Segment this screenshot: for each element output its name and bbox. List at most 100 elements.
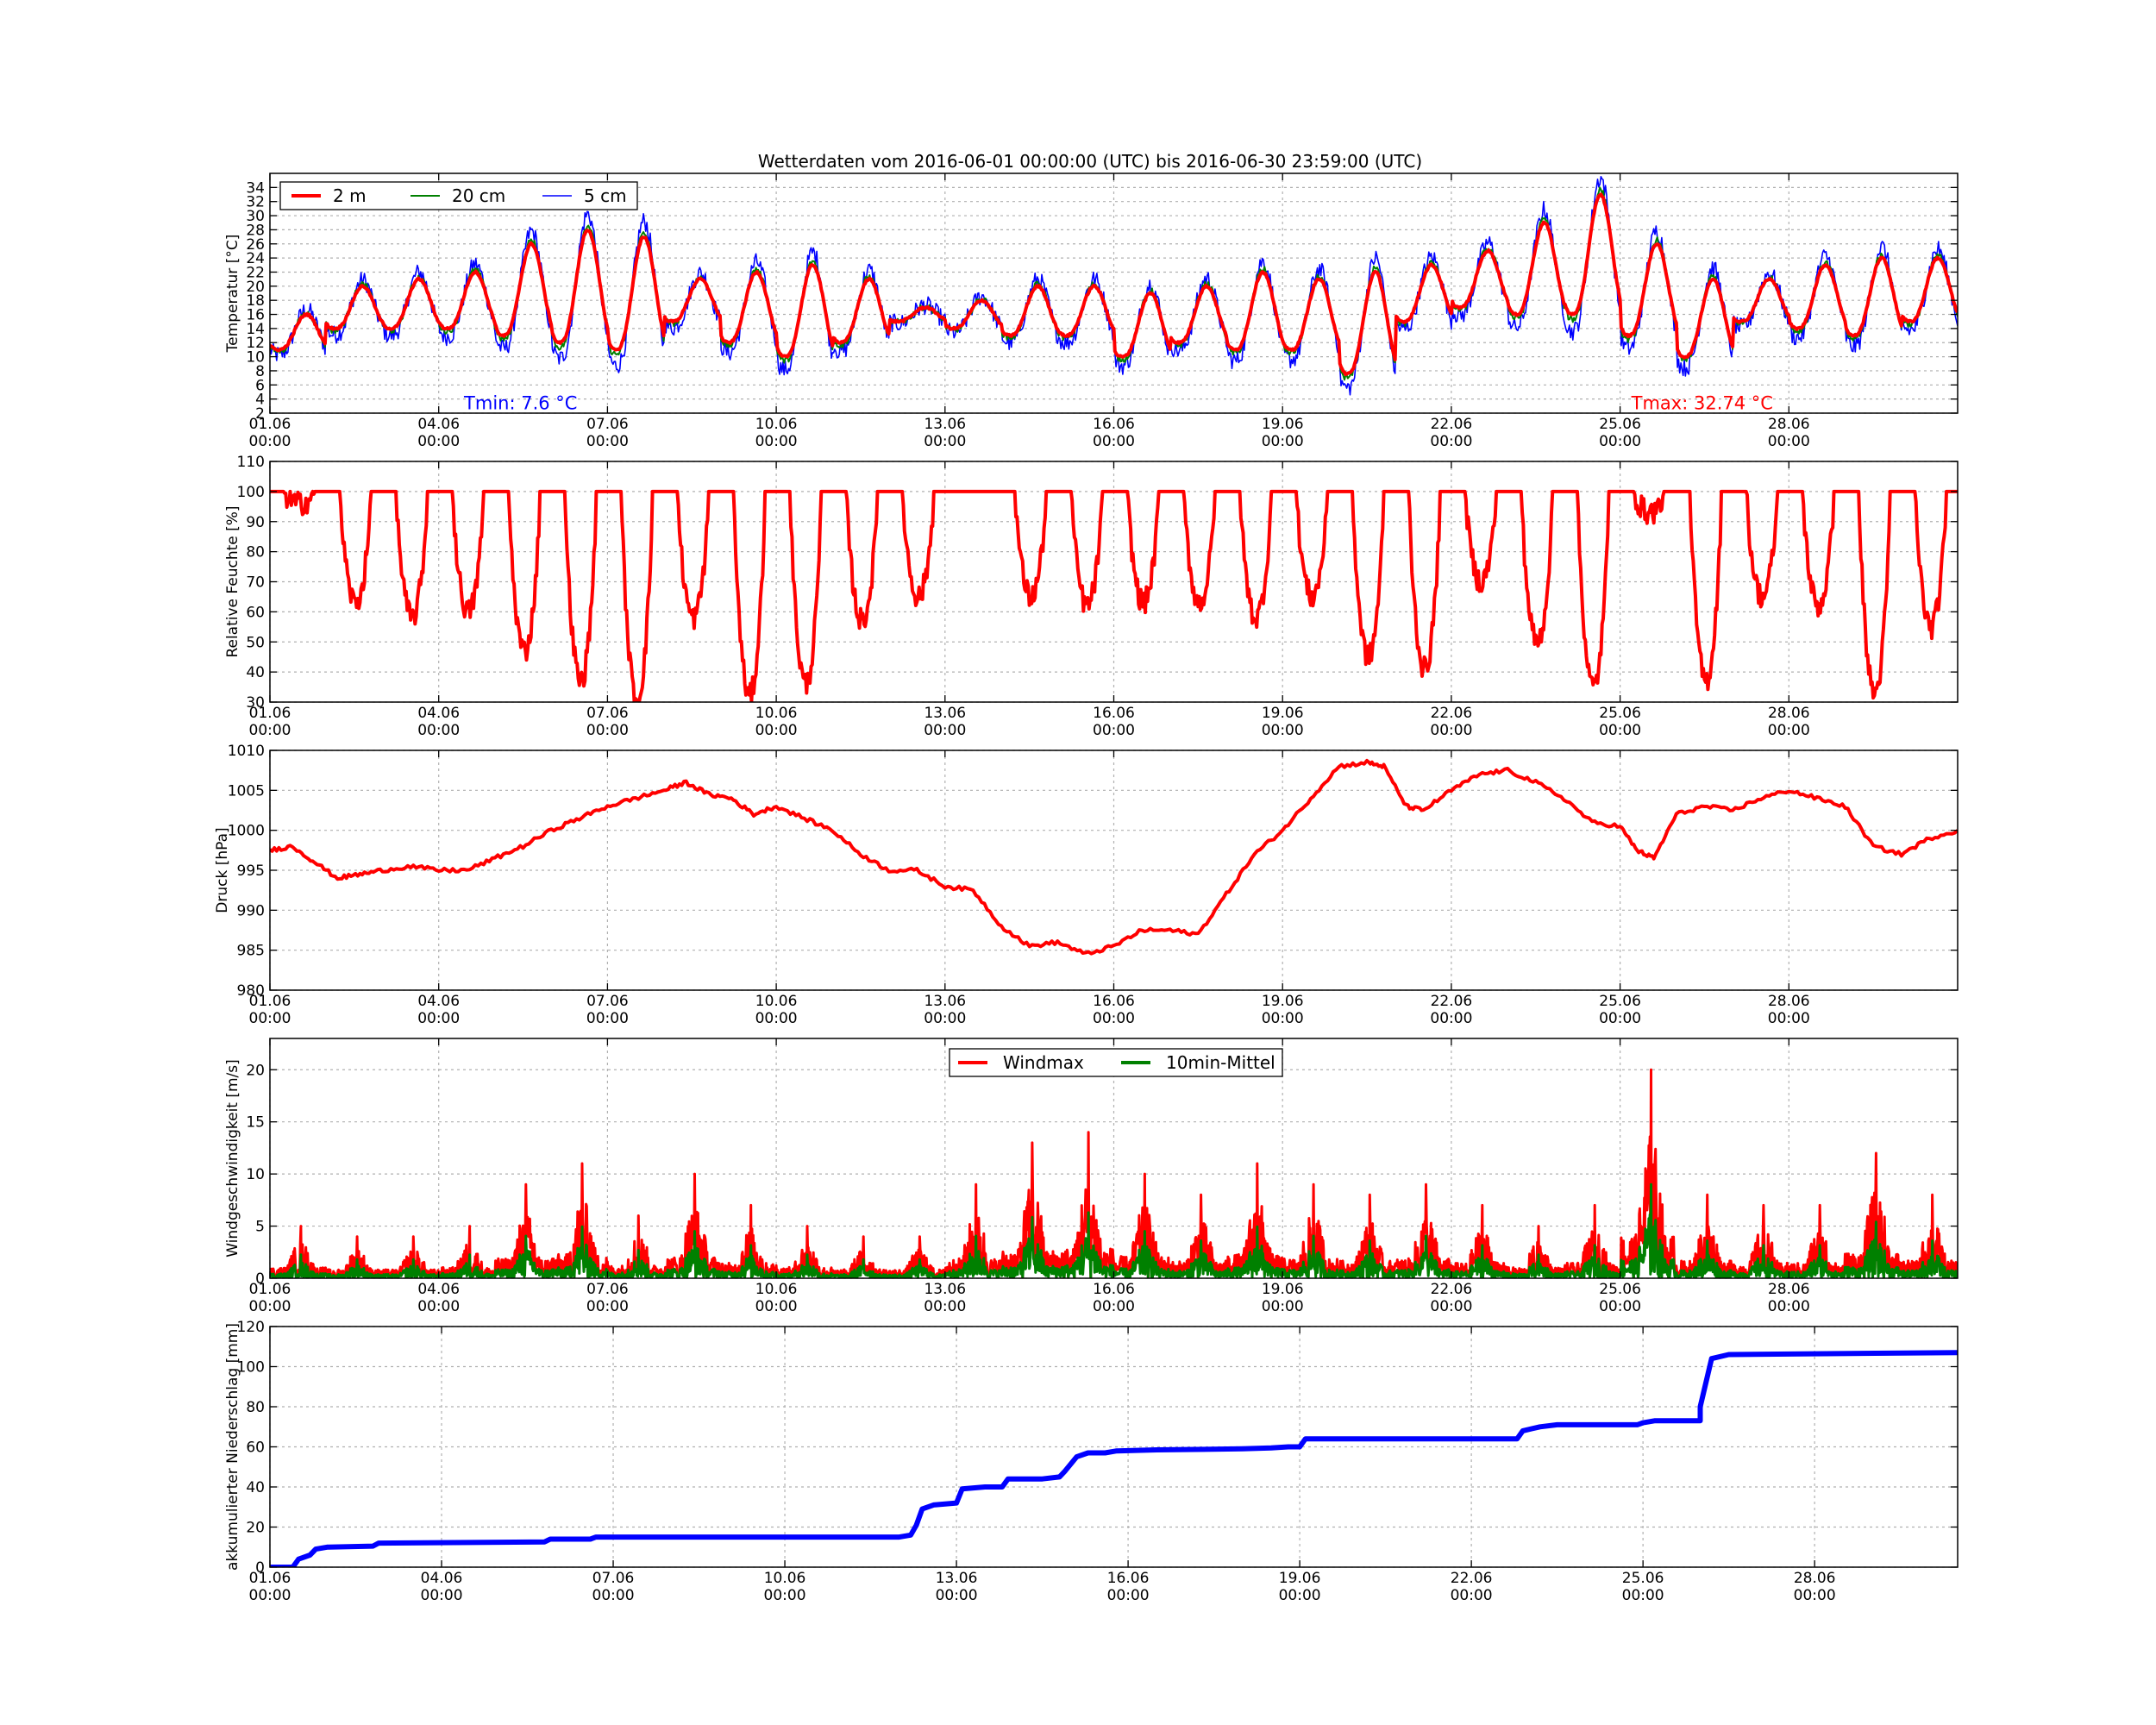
x-tick-label: 00:00: [417, 722, 460, 739]
y-tick-label: 120: [237, 1319, 265, 1336]
x-tick-label: 25.06: [1599, 1281, 1641, 1298]
x-tick-label: 10.06: [755, 1281, 798, 1298]
x-tick-label: 13.06: [924, 993, 966, 1010]
x-tick-label: 13.06: [924, 1281, 966, 1298]
y-tick-label: 28: [246, 222, 265, 239]
x-tick-label: 04.06: [417, 416, 460, 433]
legend-label: 5 cm: [584, 185, 627, 206]
x-tick-label: 10.06: [755, 705, 798, 722]
x-tick-label: 28.06: [1768, 416, 1810, 433]
x-tick-label: 19.06: [1262, 993, 1304, 1010]
y-tick-label: 1010: [228, 743, 265, 760]
y-tick-label: 12: [246, 335, 265, 352]
y-tick-label: 4: [255, 392, 265, 409]
y-tick-label: 60: [246, 1440, 265, 1457]
legend-label: 2 m: [333, 185, 367, 206]
y-tick-label: 6: [255, 377, 265, 394]
y-tick-label: 100: [237, 1359, 265, 1377]
x-tick-label: 01.06: [249, 705, 291, 722]
axes-frame: [269, 750, 1959, 991]
x-tick-label: 01.06: [249, 993, 291, 1010]
x-tick-label: 00:00: [586, 1010, 629, 1027]
x-tick-label: 00:00: [936, 1587, 978, 1604]
y-tick-label: 40: [246, 1479, 265, 1496]
x-tick-label: 25.06: [1599, 993, 1641, 1010]
panel-precipitation: 02040608010012001.0600:0004.0600:0007.06…: [224, 1319, 1959, 1604]
y-tick-label: 18: [246, 292, 265, 310]
x-tick-label: 13.06: [924, 416, 966, 433]
annotation: Tmax: 32.74 °C: [1631, 392, 1773, 413]
y-tick-label: 8: [255, 363, 265, 380]
panel-temperature: 24681012141618202224262830323401.0600:00…: [224, 172, 1959, 450]
chart-panels: 24681012141618202224262830323401.0600:00…: [214, 172, 1959, 1604]
y-axis-label: Relative Feuchte [%]: [224, 505, 241, 657]
y-tick-label: 10: [246, 349, 265, 367]
x-tick-label: 00:00: [755, 1010, 798, 1027]
y-axis-label: Druck [hPa]: [214, 827, 231, 913]
x-tick-label: 28.06: [1768, 993, 1810, 1010]
y-tick-label: 30: [246, 694, 265, 712]
y-tick-label: 995: [237, 862, 265, 880]
panel-humidity: 3040506070809010011001.0600:0004.0600:00…: [224, 454, 1959, 739]
y-tick-label: 70: [246, 574, 265, 592]
x-tick-label: 00:00: [586, 1298, 629, 1315]
legend-label: 20 cm: [452, 185, 505, 206]
x-tick-label: 01.06: [249, 1281, 291, 1298]
x-tick-label: 00:00: [1430, 433, 1472, 450]
y-tick-label: 32: [246, 194, 265, 211]
panel-pressure: 98098599099510001005101001.0600:0004.060…: [214, 743, 1959, 1027]
x-tick-label: 00:00: [1107, 1587, 1150, 1604]
y-tick-label: 14: [246, 321, 265, 338]
y-axis-label: akkumulierter Niederschlag [mm]: [224, 1323, 241, 1571]
x-tick-label: 28.06: [1768, 705, 1810, 722]
x-tick-label: 00:00: [924, 722, 966, 739]
x-tick-label: 00:00: [417, 433, 460, 450]
x-tick-label: 00:00: [1093, 1298, 1135, 1315]
x-tick-label: 07.06: [586, 416, 629, 433]
x-tick-label: 04.06: [417, 705, 460, 722]
x-tick-label: 10.06: [764, 1570, 806, 1587]
x-tick-label: 04.06: [417, 993, 460, 1010]
x-tick-label: 22.06: [1451, 1570, 1493, 1587]
y-tick-label: 34: [246, 179, 265, 197]
plot-area-wind: [270, 1068, 1958, 1278]
x-tick-label: 00:00: [249, 1587, 291, 1604]
x-tick-label: 07.06: [586, 1281, 629, 1298]
y-tick-label: 40: [246, 664, 265, 681]
x-tick-label: 00:00: [764, 1587, 806, 1604]
grid-humidity: [269, 461, 1958, 703]
x-tick-label: 00:00: [1262, 1298, 1304, 1315]
x-tick-label: 10.06: [755, 416, 798, 433]
x-tick-label: 00:00: [421, 1587, 463, 1604]
x-tick-label: 04.06: [417, 1281, 460, 1298]
x-tick-label: 00:00: [1599, 1010, 1641, 1027]
x-tick-label: 00:00: [1768, 1298, 1810, 1315]
x-tick-label: 00:00: [1093, 433, 1135, 450]
y-tick-label: 2: [255, 405, 265, 423]
plot-area-humidity: [270, 489, 1958, 702]
y-tick-label: 26: [246, 236, 265, 254]
series-pressure: [270, 758, 1958, 956]
x-tick-label: 00:00: [1262, 1010, 1304, 1027]
y-tick-label: 16: [246, 307, 265, 324]
grid-precipitation: [269, 1326, 1958, 1568]
x-tick-label: 00:00: [1262, 433, 1304, 450]
annotation: Tmin: 7.6 °C: [463, 392, 577, 413]
x-tick-label: 00:00: [755, 433, 798, 450]
x-tick-label: 13.06: [936, 1570, 978, 1587]
x-tick-label: 07.06: [592, 1570, 635, 1587]
series-precipitation: [270, 1350, 1958, 1567]
x-tick-label: 25.06: [1599, 705, 1641, 722]
x-tick-label: 00:00: [1599, 433, 1641, 450]
y-tick-label: 20: [246, 1520, 265, 1537]
x-tick-label: 16.06: [1107, 1570, 1150, 1587]
y-tick-label: 80: [246, 544, 265, 561]
x-tick-label: 00:00: [417, 1298, 460, 1315]
series-10min-mittel: [270, 1182, 1958, 1278]
x-tick-label: 00:00: [924, 1298, 966, 1315]
y-tick-label: 5: [255, 1219, 265, 1236]
x-tick-label: 00:00: [1430, 722, 1472, 739]
x-tick-label: 16.06: [1093, 1281, 1135, 1298]
x-tick-label: 22.06: [1431, 993, 1473, 1010]
y-tick-label: 80: [246, 1399, 265, 1416]
